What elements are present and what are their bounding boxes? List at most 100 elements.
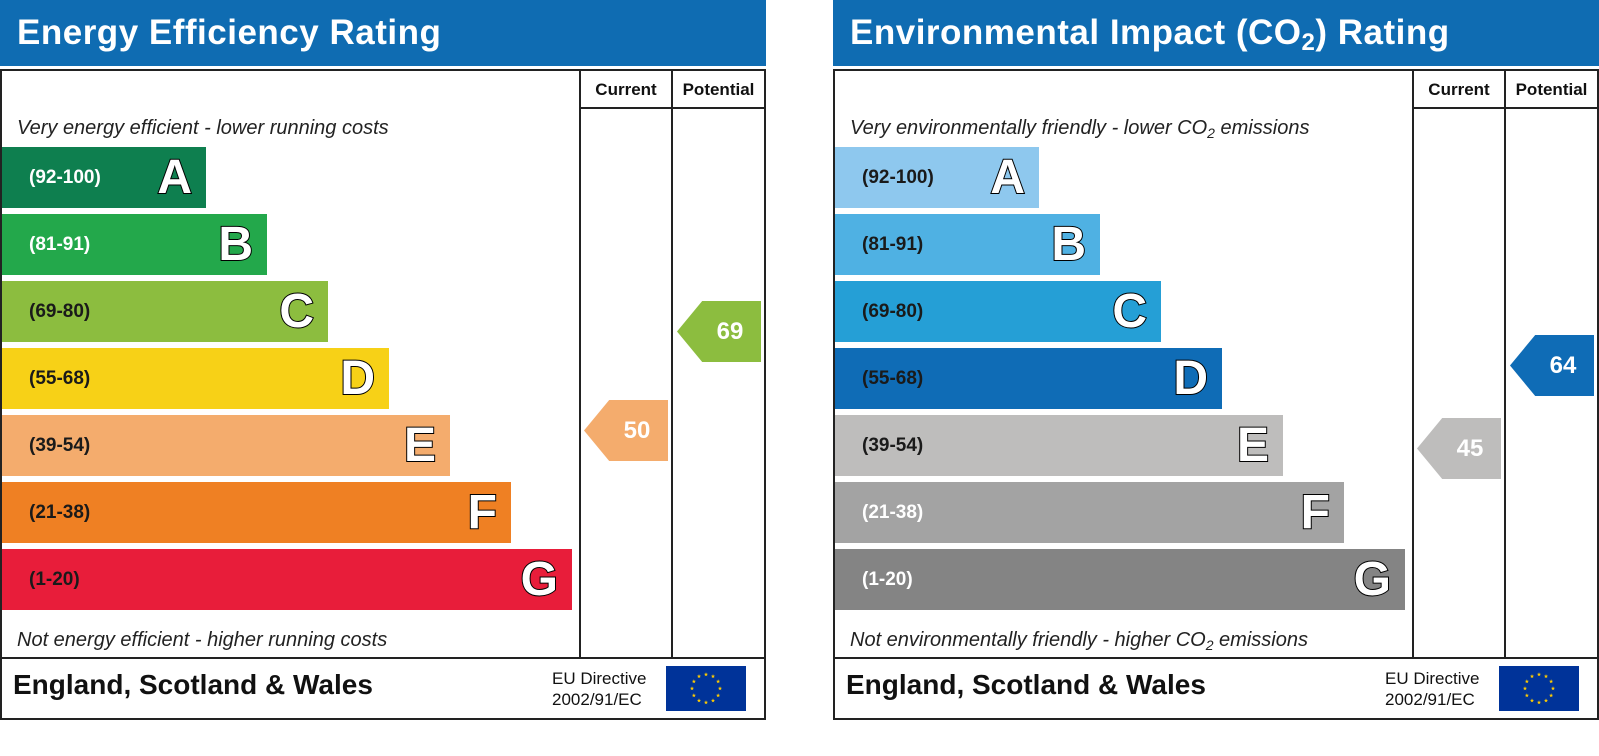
band-c-range: (69-80) [862,301,924,322]
footer-divider [835,657,1597,659]
header-underline [1412,107,1597,109]
band-f-range: (21-38) [29,502,91,523]
band-g-letter: G [1353,552,1392,607]
eu-directive-line1: EU Directive [552,669,647,688]
eu-star-icon [710,698,716,703]
eu-directive-text: EU Directive 2002/91/EC [552,668,646,710]
eu-star-icon [710,674,716,679]
chart-frame: Current Potential Very energy efficient … [0,69,766,720]
column-header-potential: Potential [1515,80,1588,99]
eu-star-icon [1549,693,1554,698]
eu-star-icon [689,686,695,691]
eu-flag-icon [1499,666,1579,711]
eu-star-icon [1549,679,1554,684]
current-rating-arrow: 45 [1417,418,1501,479]
eu-flag-icon [666,666,746,711]
band-b-letter: B [1050,217,1087,272]
eu-star-icon [1550,686,1556,691]
band-f: (21-38) F [2,482,511,543]
top-note: Very energy efficient - lower running co… [17,117,389,139]
eu-star-icon [717,686,723,691]
bottom-note-text: Not environmentally friendly - higher CO [850,629,1206,651]
divider-current [1412,71,1414,659]
eu-star-icon [1522,686,1528,691]
band-e-range: (39-54) [29,435,91,456]
band-b: (81-91) B [835,214,1100,275]
band-c-range: (69-80) [29,301,91,322]
eu-star-icon [1529,674,1535,679]
chart-title-text: Energy Efficiency Rating [17,13,442,52]
band-g: (1-20) G [2,549,572,610]
band-a-range: (92-100) [29,167,101,188]
band-g-letter: G [520,552,559,607]
band-c: (69-80) C [835,281,1161,342]
eu-star-icon [691,679,696,684]
band-g: (1-20) G [835,549,1405,610]
bottom-note: Not energy efficient - higher running co… [17,629,388,651]
eu-star-icon [703,672,709,677]
band-b-range: (81-91) [29,234,91,255]
band-a-letter: A [156,150,193,205]
eu-star-icon [1529,698,1535,703]
eu-star-icon [696,698,702,703]
chart-title: Energy Efficiency Rating [0,0,766,66]
band-f-letter: F [1300,485,1331,540]
divider-current [579,71,581,659]
chart-title: Environmental Impact (CO2) Rating [833,0,1599,66]
band-g-range: (1-20) [29,569,80,590]
eu-star-icon [696,674,702,679]
band-c-letter: C [1111,284,1148,339]
band-d-letter: D [339,351,376,406]
energy-efficiency-chart: Energy Efficiency Rating Current Potenti… [0,0,766,720]
band-a: (92-100) A [2,147,206,208]
eu-star-icon [1536,700,1542,705]
divider-potential [1504,71,1506,659]
column-header-current: Current [595,80,657,99]
header-underline [579,107,764,109]
top-note-subscript: 2 [1207,125,1215,141]
top-note-text: Very environmentally friendly - lower CO [850,117,1208,139]
eu-directive-line2: 2002/91/EC [552,690,642,709]
eu-directive-line1: EU Directive [1385,669,1480,688]
top-note: Very environmentally friendly - lower CO… [850,117,1309,140]
band-e-range: (39-54) [862,435,924,456]
eu-star-icon [691,693,696,698]
eu-star-icon [1524,693,1529,698]
band-d-range: (55-68) [29,368,91,389]
eu-directive-text: EU Directive 2002/91/EC [1385,668,1479,710]
band-c-letter: C [278,284,315,339]
chart-title-suffix: ) Rating [1315,13,1450,52]
eu-directive-line2: 2002/91/EC [1385,690,1475,709]
footer-country: England, Scotland & Wales [13,669,373,700]
band-a-letter: A [989,150,1026,205]
band-d-range: (55-68) [862,368,924,389]
band-f-letter: F [467,485,498,540]
chart-title-text: Environmental Impact (CO [850,13,1302,52]
band-d: (55-68) D [835,348,1222,409]
band-e-letter: E [1236,418,1270,473]
eu-star-icon [1543,698,1549,703]
potential-rating-arrow: 64 [1510,335,1594,396]
band-f-range: (21-38) [862,502,924,523]
bottom-note: Not environmentally friendly - higher CO… [850,629,1308,652]
band-b-letter: B [217,217,254,272]
chart-frame: Current Potential Very environmentally f… [833,69,1599,720]
column-header-potential: Potential [682,80,755,99]
eu-star-icon [703,700,709,705]
top-note-suffix: emissions [1214,117,1310,139]
footer-divider [2,657,764,659]
band-c: (69-80) C [2,281,328,342]
eu-star-icon [1536,672,1542,677]
band-d: (55-68) D [2,348,389,409]
band-b-range: (81-91) [862,234,924,255]
footer-country: England, Scotland & Wales [846,669,1206,700]
column-header-current: Current [1428,80,1490,99]
chart-title-subscript: 2 [1301,29,1316,56]
divider-potential [671,71,673,659]
potential-rating-arrow: 69 [677,301,761,362]
band-e-letter: E [403,418,437,473]
eu-star-icon [1543,674,1549,679]
band-a: (92-100) A [835,147,1039,208]
bottom-note-suffix: emissions [1213,629,1308,651]
environmental-impact-chart: Environmental Impact (CO2) Rating Curren… [833,0,1599,720]
